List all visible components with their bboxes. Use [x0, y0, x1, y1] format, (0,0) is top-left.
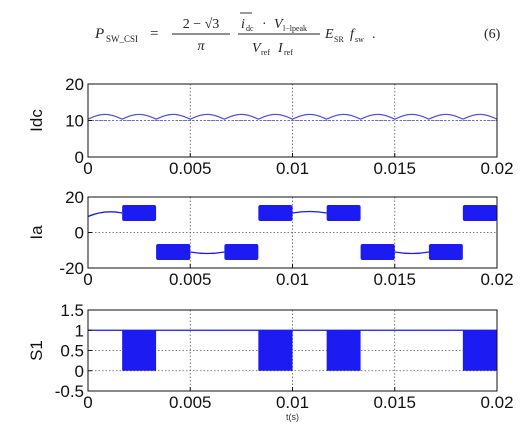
panel-3-ytick-label-1: 0 [75, 362, 84, 381]
panel-3-xtick-label-2: 0.01 [276, 393, 309, 412]
eq-tail-a: E [324, 27, 334, 42]
ia-solid-segment-2 [190, 251, 225, 255]
eq-frac2-num-b: V [274, 17, 284, 32]
panel-1-ytick-label-1: 10 [65, 112, 84, 131]
eq-frac2-den-a: V [252, 41, 262, 56]
panel-3-ytick-label-2: 0.5 [60, 342, 84, 361]
ia-solid-segment-5 [292, 210, 327, 214]
panel-2-xtick-label-2: 0.01 [276, 270, 309, 289]
panel-1-xtick-label-4: 0.02 [480, 159, 513, 178]
ia-pwm-block-1 [156, 244, 191, 261]
eq-frac2-num-b-sub: l−lpeak [283, 24, 307, 33]
panel-3-xlabel: t(s) [286, 412, 299, 422]
panel-1-xtick-label-3: 0.015 [373, 159, 416, 178]
eq-frac2-den-a-sub: ref [261, 48, 270, 57]
equation-svg: P SW_CSI = 2 − √3 π i dc · V l−lpeak V r… [94, 12, 501, 57]
eq-frac1-num: 2 − √3 [183, 17, 220, 32]
eq-number: (6) [484, 27, 501, 42]
eq-frac2-num-a: i [241, 17, 245, 32]
panel-3-xtick-label-3: 0.015 [373, 393, 416, 412]
panel-1-ylabel: Idc [27, 109, 46, 132]
panel-1-xtick-label-2: 0.01 [276, 159, 309, 178]
idc-ripple-line [88, 113, 497, 120]
panel-1-ytick-label-0: 0 [75, 148, 84, 167]
eq-frac2-den-b: I [277, 41, 284, 56]
panel-2-ylabel: Ia [27, 225, 46, 240]
ia-pwm-block-6 [326, 204, 361, 221]
panel-2-xtick-label-0: 0 [83, 270, 92, 289]
ia-pwm-block-9 [428, 244, 463, 261]
panel-2-ytick-label-1: 0 [75, 224, 84, 243]
eq-equals: = [150, 26, 158, 42]
ia-start-line [87, 211, 123, 218]
eq-frac1-den: π [197, 39, 205, 54]
eq-frac2-num-dot: · [262, 17, 267, 32]
ia-pwm-block-7 [360, 244, 395, 261]
ia-pwm-block-3 [224, 244, 259, 261]
ia-pwm-block-10 [462, 204, 497, 221]
panel-2-xtick-label-4: 0.02 [480, 270, 513, 289]
eq-tail-b-sub: sw [355, 35, 364, 44]
ia-solid-segment-8 [394, 251, 430, 255]
s1-pwm-block-1 [258, 330, 293, 371]
panel-2-ytick-label-2: 20 [65, 188, 84, 207]
panel-1-xtick-label-0: 0 [83, 159, 92, 178]
eq-frac2-den-b-sub: ref [284, 48, 293, 57]
s1-pwm-block-2 [326, 330, 361, 371]
panel-3-xtick-label-4: 0.02 [480, 393, 513, 412]
s1-pwm-block-3 [462, 330, 497, 371]
eq-frac2-num-a-sub: dc [246, 24, 254, 33]
s1-pwm-block-0 [122, 330, 157, 371]
panel-3-ytick-label-3: 1 [75, 321, 84, 340]
eq-tail-b: f [350, 27, 356, 42]
equation-6: P SW_CSI = 2 − √3 π i dc · V l−lpeak V r… [0, 0, 523, 70]
eq-lhs: P [94, 26, 104, 42]
panel-3-ytick-label-4: 1.5 [60, 301, 84, 320]
ia-pwm-block-4 [258, 204, 293, 221]
panel-2-ytick-label-0: -20 [59, 259, 84, 278]
panel-3-xtick-label-0: 0 [83, 393, 92, 412]
panel-1-xtick-label-1: 0.005 [169, 159, 212, 178]
panel-2-xtick-label-1: 0.005 [169, 270, 212, 289]
eq-tail-a-sub: SR [334, 35, 344, 44]
panel-3-xtick-label-1: 0.005 [169, 393, 212, 412]
panel-3-ytick-label-0: -0.5 [55, 382, 84, 401]
panel-2-xtick-label-3: 0.015 [373, 270, 416, 289]
eq-period: . [372, 27, 376, 42]
ia-pwm-block-0 [122, 204, 157, 221]
eq-lhs-sub: SW_CSI [106, 34, 138, 44]
panel-3-ylabel: S1 [27, 340, 46, 361]
panel-1-ytick-label-2: 20 [65, 75, 84, 94]
